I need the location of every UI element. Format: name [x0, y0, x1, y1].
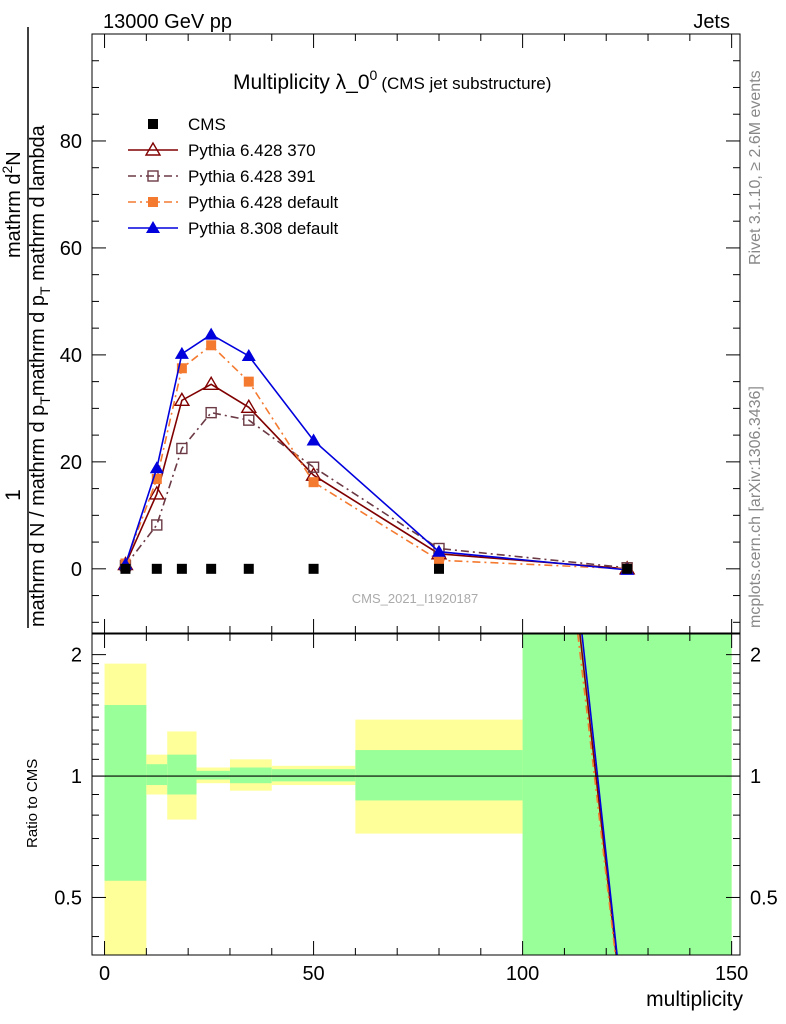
data-point: [173, 391, 191, 407]
data-point: [120, 563, 131, 574]
ratio-y-axis-label: Ratio to CMS: [24, 759, 41, 848]
data-point: [243, 376, 254, 387]
data-point: [151, 563, 162, 574]
y-tick-label: 0: [71, 559, 82, 581]
ratio-line: [581, 634, 618, 955]
data-point: [205, 406, 217, 419]
legend-marker: [148, 119, 158, 129]
data-point: [622, 563, 633, 574]
x-tick-label: 100: [506, 963, 539, 985]
series-line: [124, 333, 628, 571]
ratio-y-tick-label: 2: [71, 645, 82, 667]
data-point: [148, 485, 166, 500]
legend-marker: [148, 197, 158, 207]
data-point: [202, 375, 220, 391]
ratio-y-tick-label: 1: [71, 766, 82, 788]
uncertainty-bands: [104, 634, 732, 955]
data-point: [241, 348, 256, 361]
data-point: [204, 327, 219, 340]
legend-marker: [146, 221, 160, 233]
y-label-denominator: mathrm d N / mathrm d pTmathrm d pT math…: [27, 124, 53, 627]
green-band: [196, 770, 230, 780]
legend-label: Pythia 6.428 370: [188, 141, 316, 160]
data-point: [151, 519, 163, 531]
y-tick-label: 80: [60, 131, 82, 153]
x-tick-label: 50: [302, 963, 324, 985]
data-point: [431, 544, 446, 557]
data-point: [176, 363, 187, 374]
y-label-numerator-right: mathrm d2N: [0, 151, 25, 258]
ratio-y-tick-label: 0.5: [54, 887, 82, 909]
legend-label: Pythia 8.308 default: [188, 219, 339, 238]
rivet-version-label: Rivet 3.1.10, ≥ 2.6M events: [747, 70, 764, 265]
data-point: [308, 563, 319, 574]
green-band: [522, 634, 732, 955]
data-point: [206, 340, 217, 351]
data-point: [240, 398, 257, 414]
data-point: [206, 563, 217, 574]
main-plot-frame: [91, 33, 741, 634]
green-band: [146, 764, 168, 786]
y-tick-label: 60: [60, 238, 82, 260]
series-pythia-6-428-391: [119, 406, 633, 574]
main-plot-panel: 0 20 40 60 80 Multiplicity λ_00 (CMS jet subst…: [0, 27, 741, 634]
series-pythia-6-428-default: [120, 340, 633, 574]
y-tick-label: 40: [60, 345, 82, 367]
data-point: [174, 346, 189, 359]
chart-title: Multiplicity λ_00 (CMS jet substructure): [233, 67, 551, 94]
data-point: [308, 477, 319, 488]
y-tick-label: 20: [60, 452, 82, 474]
series-pythia-6-428-370: [117, 375, 636, 575]
green-band: [271, 769, 356, 782]
green-band: [355, 750, 523, 801]
legend: CMS Pythia 6.428 370 Pythia 6.428 391 Pythi…: [128, 115, 339, 238]
legend-label: CMS: [188, 115, 226, 134]
data-point: [243, 414, 255, 426]
green-band: [167, 754, 197, 795]
green-band: [229, 767, 272, 784]
data-point: [149, 461, 164, 474]
legend-label: Pythia 6.428 391: [188, 167, 316, 186]
analysis-watermark: CMS_2021_I1920187: [352, 591, 479, 606]
series-line: [124, 411, 628, 569]
data-point: [307, 461, 320, 473]
series-pythia-8-308-default: [118, 327, 635, 575]
series-line: [124, 344, 628, 570]
green-band: [104, 705, 147, 881]
legend-marker: [144, 141, 162, 156]
data-point: [176, 563, 187, 574]
legend-marker: [147, 170, 159, 182]
y-axis-label: 1 mathrm d N / mathrm d pTmathrm d pT mat…: [0, 27, 53, 628]
x-tick-label: 0: [99, 963, 110, 985]
header-right-title: Jets: [693, 11, 730, 33]
ratio-line: [579, 634, 618, 955]
y-label-numerator: 1: [2, 489, 25, 501]
x-tick-label: 150: [715, 963, 748, 985]
legend-label: Pythia 6.428 default: [188, 193, 339, 212]
series-cms: [120, 563, 633, 574]
data-point: [433, 555, 444, 566]
ratio-y-tick-label-right: 2: [750, 645, 761, 667]
data-point: [151, 473, 162, 484]
data-point: [306, 433, 321, 446]
ratio-y-tick-label-right: 0.5: [750, 887, 778, 909]
data-point: [243, 563, 254, 574]
mcplots-label: mcplots.cern.ch [arXiv:1306.3436]: [747, 386, 764, 628]
ratio-plot-panel: 0.5 0.5 1 1 2 2 0 50 100 150 multiplicity Ratio to …: [24, 633, 778, 1011]
ratio-y-tick-label-right: 1: [750, 766, 761, 788]
series-line: [124, 383, 628, 570]
data-point: [433, 563, 444, 574]
x-axis-label: multiplicity: [646, 988, 743, 1011]
header-left-title: 13000 GeV pp: [103, 11, 232, 33]
data-point: [176, 442, 188, 455]
